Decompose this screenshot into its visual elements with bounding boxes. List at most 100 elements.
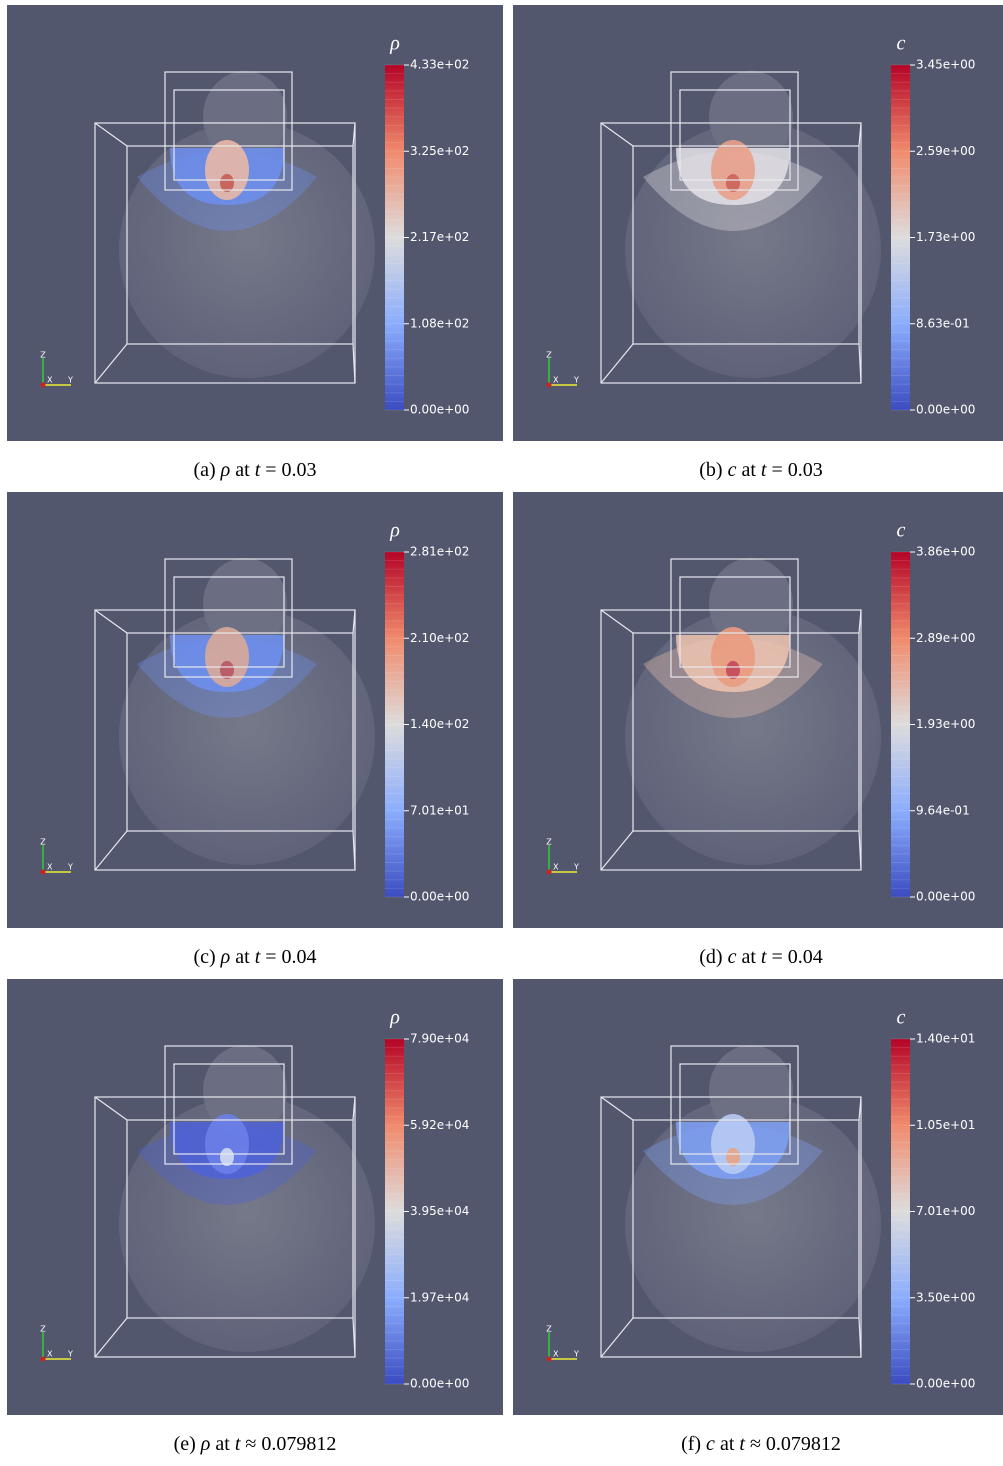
cap-center [220,174,234,192]
box-edge [858,1096,862,1121]
box-back [600,122,862,384]
caption-part: t [250,459,261,481]
colorbar-tick-label: 0.00e+00 [916,403,975,417]
caption-part: c [701,1433,715,1455]
caption-part: at [230,459,250,481]
caption-part: (f) [681,1433,701,1455]
cap-center [726,661,740,679]
box-edge [94,830,128,871]
inlet-back [164,1045,293,1165]
inlet-front [173,89,285,181]
head [709,1045,793,1137]
cap-core [711,140,755,200]
colorbar-tick-label: 5.92e+04 [410,1118,469,1132]
cap-core [205,1114,249,1174]
box-back [600,609,862,871]
inlet-front [679,89,791,181]
box-back [600,1096,862,1358]
inlet-back [670,558,799,678]
axis-label: Z [546,351,552,360]
inlet-front [679,576,791,668]
colorbar-title: ρ [389,520,400,542]
cap-core [205,140,249,200]
axis-label: Y [67,1350,73,1359]
box-edge [600,1096,634,1121]
axis-label: X [553,376,559,385]
colorbar-tick-label: 9.64e-01 [916,803,970,817]
caption-part: at [230,946,250,968]
axis-label: X [47,376,53,385]
box-edge [600,122,634,147]
caption: (b) c at t = 0.03 [699,459,823,481]
caption: (d) c at t = 0.04 [699,946,823,968]
caption-part: = 0.03 [766,459,822,481]
caption: (c) ρ at t = 0.04 [193,946,316,968]
colorbar [891,65,910,410]
colorbar [891,552,910,897]
caption-part: ≈ 0.079812 [240,1433,336,1455]
head [709,558,793,650]
panel: Z X Yρ 7.90e+04 5.92e+04 3.95e+04 1.97e+04 0.00… [7,979,503,1415]
box-front [126,145,354,345]
box-edge [858,1317,862,1358]
box-front [632,632,860,832]
caption-part: ≈ 0.079812 [745,1433,841,1455]
caption-part: = 0.03 [260,459,316,481]
caption-part: t [734,1433,745,1455]
box-edge [94,1096,128,1121]
colorbar-title: c [897,33,906,55]
colorbar-title: ρ [389,1007,400,1029]
axis-label: Z [40,351,46,360]
box-edge [858,122,862,147]
caption-part: = 0.04 [766,946,822,968]
colorbar-tick-label: 2.10e+02 [410,631,469,645]
panel: Z X Yρ 4.33e+02 3.25e+02 2.17e+02 1.08e+02 0.00… [7,5,503,441]
axis-label: X [47,863,53,872]
inlet-front [173,576,285,668]
colorbar-title: c [897,1007,906,1029]
head [709,71,793,163]
colorbar [891,1039,910,1384]
caption-part: (a) [193,459,215,481]
panel: Z X Yρ 2.81e+02 2.10e+02 1.40e+02 7.01e+01 0.00… [7,492,503,928]
box-front [632,145,860,345]
head [203,558,287,650]
colorbar-tick-label: 2.81e+02 [410,545,469,559]
caption: (a) ρ at t = 0.03 [193,459,316,481]
colorbar-tick-label: 8.63e-01 [916,316,970,330]
colorbar-tick-label: 1.40e+02 [410,717,469,731]
colorbar-tick-label: 0.00e+00 [410,890,469,904]
caption: (e) ρ at t ≈ 0.079812 [174,1433,337,1455]
caption-part: ρ [196,1433,211,1455]
inlet-front [679,1063,791,1155]
box-edge [858,609,862,634]
box-back [94,122,356,384]
colorbar-tick-label: 1.05e+01 [916,1118,975,1132]
colorbar-tick-label: 1.73e+00 [916,230,975,244]
inlet-front [173,1063,285,1155]
colorbar-tick-label: 0.00e+00 [916,890,975,904]
inlet-back [164,71,293,191]
box-edge [94,343,128,384]
head [203,71,287,163]
panel: Z X Yc 3.86e+00 2.89e+00 1.93e+00 9.64e-01 0.00… [513,492,1003,928]
head [203,1045,287,1137]
box-front [126,632,354,832]
axis-x [546,869,552,875]
axis-x [40,382,46,388]
colorbar-tick-label: 7.90e+04 [410,1032,469,1046]
colorbar-title: c [897,520,906,542]
cap-center [726,1148,740,1166]
box-edge [600,830,634,871]
axis-label: Z [546,1325,552,1334]
colorbar-tick-label: 1.08e+02 [410,316,469,330]
axis-x [546,1356,552,1362]
caption-part: t [756,946,767,968]
box-edge [352,122,356,147]
axis-label: X [47,1350,53,1359]
axis-x [546,382,552,388]
box-edge [352,343,356,384]
caption-part: (b) [699,459,722,481]
colorbar-tick-label: 0.00e+00 [410,403,469,417]
axis-label: X [553,863,559,872]
